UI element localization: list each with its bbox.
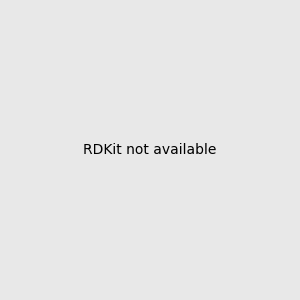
Text: RDKit not available: RDKit not available: [83, 143, 217, 157]
